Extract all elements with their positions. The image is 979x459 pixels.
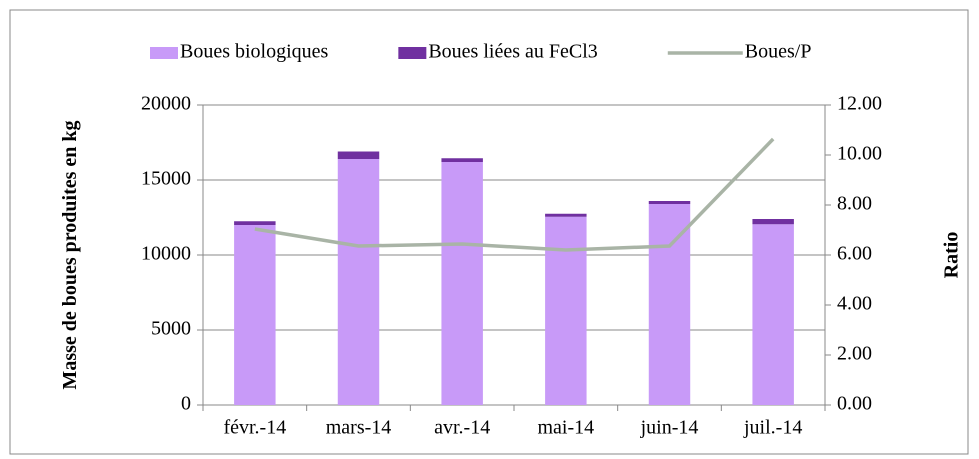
- y2-tick-label: 8.00: [837, 193, 872, 215]
- legend-label: Boues biologiques: [180, 41, 329, 63]
- x-tick-label: mars-14: [326, 417, 392, 439]
- bar-segment: [648, 201, 691, 204]
- y2-tick-label: 0.00: [837, 393, 872, 415]
- bar-segment: [441, 162, 483, 405]
- bar-segment: [545, 213, 587, 217]
- chart-border: [9, 9, 969, 455]
- y-tick-label: 10000: [141, 243, 191, 265]
- legend-label: Boues/P: [745, 41, 812, 63]
- y2-tick-label: 10.00: [837, 143, 882, 165]
- y-tick-label: 0: [181, 393, 191, 415]
- bar-segment: [234, 221, 276, 225]
- y2-axis-label: Ratio: [941, 232, 963, 279]
- legend-swatch: [398, 47, 427, 59]
- x-tick-label: févr.-14: [223, 417, 286, 439]
- bar-segment: [234, 225, 276, 405]
- y2-tick-label: 6.00: [837, 243, 872, 265]
- bar-segment: [337, 159, 380, 405]
- bar-segment: [752, 224, 794, 405]
- y2-tick-label: 12.00: [837, 93, 882, 115]
- y-tick-label: 20000: [141, 93, 191, 115]
- bar-segment: [441, 158, 483, 162]
- y-axis-label: Masse de boues produites en kg: [59, 120, 81, 390]
- y-tick-label: 15000: [141, 168, 191, 190]
- legend-swatch: [150, 47, 178, 59]
- x-tick-label: juin-14: [640, 417, 699, 439]
- x-tick-label: mai-14: [538, 417, 595, 439]
- x-tick-label: avr.-14: [434, 417, 490, 439]
- legend-label: Boues liées au FeCl3: [428, 41, 597, 63]
- bar-segment: [648, 204, 691, 405]
- x-tick-label: juil.-14: [743, 417, 802, 439]
- line-series: [254, 137, 775, 252]
- bar-segment: [337, 151, 380, 159]
- y-tick-label: 5000: [151, 318, 191, 340]
- y2-tick-label: 2.00: [837, 343, 872, 365]
- y2-tick-label: 4.00: [837, 293, 872, 315]
- bar-segment: [545, 216, 587, 405]
- bar-segment: [752, 219, 794, 225]
